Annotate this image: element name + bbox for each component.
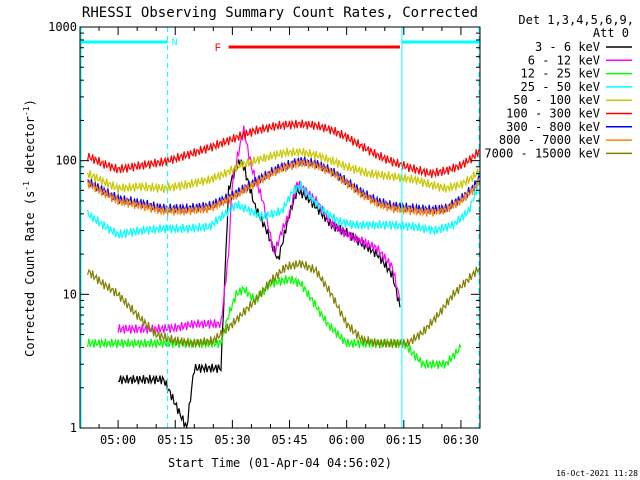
series-line-7 bbox=[87, 158, 481, 218]
legend-label: 6 - 12 keV bbox=[528, 53, 600, 67]
x-tick-label: 05:45 bbox=[271, 433, 307, 447]
x-tick-label: 05:00 bbox=[100, 433, 136, 447]
x-tick-label: 06:15 bbox=[386, 433, 422, 447]
legend-label: 7000 - 15000 keV bbox=[484, 146, 600, 160]
series-line-4 bbox=[87, 147, 481, 194]
legend-label: 800 - 7000 keV bbox=[499, 133, 600, 147]
y-axis-label: Corrected Count Rate (s-1 detector-1) bbox=[22, 99, 37, 357]
series-line-8 bbox=[87, 259, 481, 349]
legend-label: 12 - 25 keV bbox=[521, 67, 600, 81]
x-axis-label: Start Time (01-Apr-04 04:56:02) bbox=[168, 456, 392, 470]
x-tick-label: 06:00 bbox=[329, 433, 365, 447]
plot-frame bbox=[79, 26, 481, 429]
legend-label: 3 - 6 keV bbox=[535, 40, 600, 54]
series-line-5 bbox=[87, 119, 481, 179]
series-line-3 bbox=[87, 181, 481, 240]
y-axis-label-sup2: -1 bbox=[22, 106, 31, 116]
svg-text:Corrected Count Rate (s-1 dete: Corrected Count Rate (s-1 detector-1) bbox=[22, 99, 37, 357]
data-traces bbox=[87, 119, 481, 430]
legend-label: 100 - 300 keV bbox=[506, 107, 600, 121]
legend-header-attenuator: Att 0 bbox=[593, 26, 629, 40]
series-line-2 bbox=[87, 275, 462, 370]
legend-label: 300 - 800 keV bbox=[506, 120, 600, 134]
y-tick-label: 1 bbox=[70, 421, 77, 435]
legend-label: 25 - 50 keV bbox=[521, 80, 600, 94]
flare-label: F bbox=[215, 43, 222, 55]
x-axis: 05:00 05:15 05:30 05:45 06:00 06:15 06:30 bbox=[79, 27, 481, 447]
y-axis: 1 10 100 1000 bbox=[48, 20, 480, 435]
footer-timestamp: 16-Oct-2021 11:28 bbox=[556, 469, 638, 478]
legend-label: 50 - 100 keV bbox=[513, 93, 600, 107]
x-tick-label: 05:15 bbox=[157, 433, 193, 447]
y-tick-label: 1000 bbox=[48, 20, 77, 34]
y-axis-label-part2: detector bbox=[23, 116, 37, 181]
night-label: N bbox=[172, 38, 178, 49]
y-axis-label-part3: ) bbox=[23, 99, 37, 106]
y-tick-label: 100 bbox=[55, 154, 77, 168]
y-axis-label-sup1: -1 bbox=[22, 181, 31, 191]
series-line-1 bbox=[117, 125, 401, 335]
y-axis-label-part1: Corrected Count Rate (s bbox=[23, 191, 37, 357]
x-tick-label: 06:30 bbox=[443, 433, 479, 447]
chart-title: RHESSI Observing Summary Count Rates, Co… bbox=[82, 5, 478, 21]
x-tick-label: 05:30 bbox=[214, 433, 250, 447]
legend-header-detectors: Det 1,3,4,5,6,9, bbox=[518, 13, 634, 27]
y-tick-label: 10 bbox=[63, 287, 77, 301]
